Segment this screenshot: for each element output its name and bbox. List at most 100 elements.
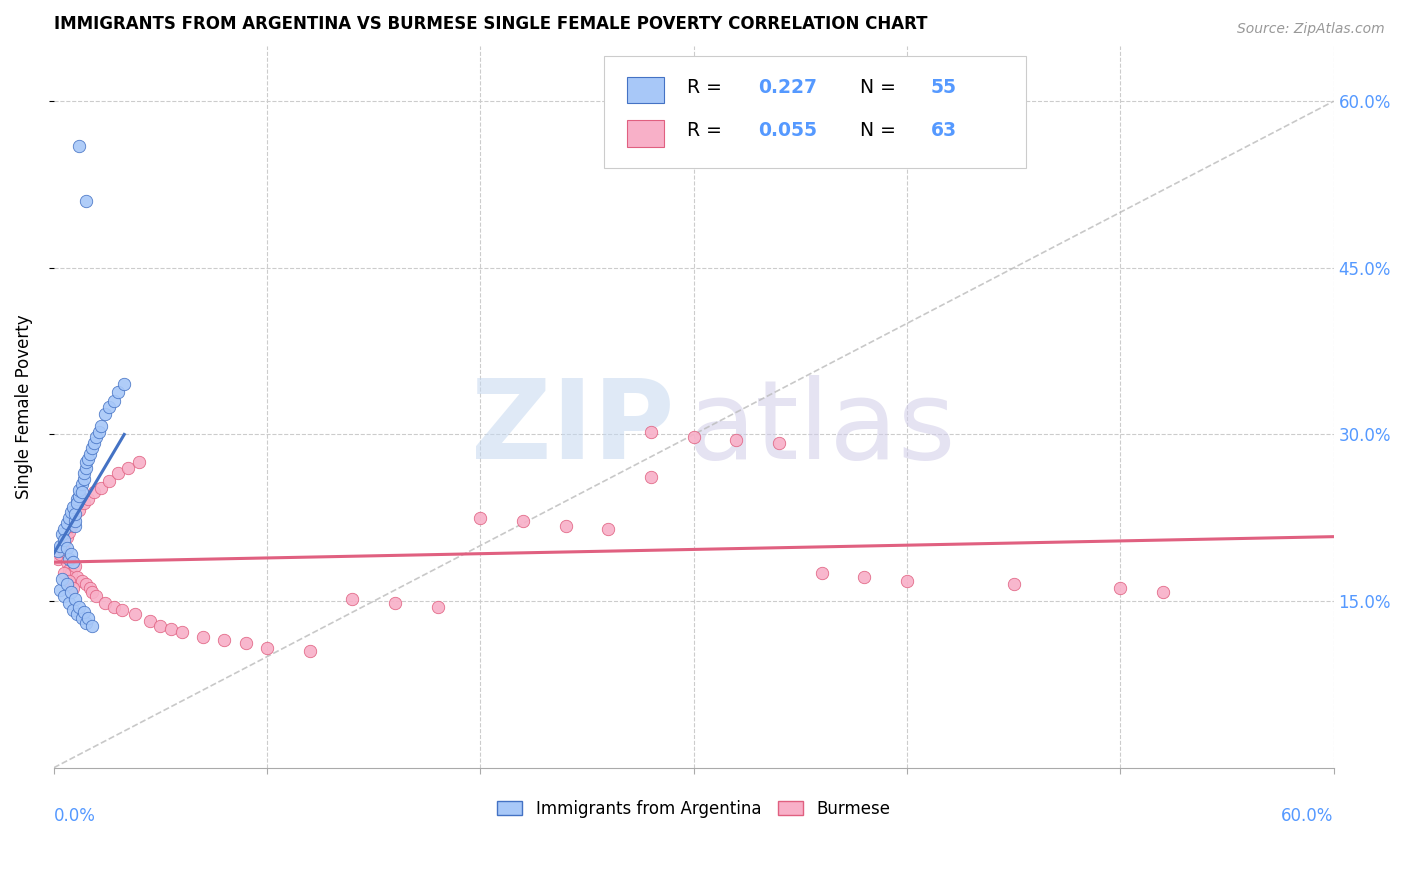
Point	[63, 591, 86, 606]
Point	[53, 544, 76, 558]
Point	[112, 377, 135, 392]
Point	[62, 500, 84, 514]
Text: Source: ZipAtlas.com: Source: ZipAtlas.com	[1237, 22, 1385, 37]
Point	[160, 622, 183, 636]
Point	[512, 514, 534, 528]
Point	[83, 485, 105, 500]
Point	[59, 518, 82, 533]
Point	[53, 566, 76, 581]
Point	[103, 599, 125, 614]
Point	[149, 618, 172, 632]
Point	[554, 518, 576, 533]
Point	[810, 566, 832, 581]
Point	[75, 460, 97, 475]
Text: 55: 55	[931, 78, 956, 97]
Point	[94, 596, 117, 610]
Point	[58, 525, 80, 540]
Point	[49, 539, 72, 553]
Point	[87, 425, 110, 440]
Point	[75, 616, 97, 631]
Point	[59, 585, 82, 599]
Point	[342, 591, 364, 606]
Point	[63, 514, 86, 528]
Point	[77, 451, 100, 466]
Text: 63: 63	[931, 121, 956, 140]
Point	[46, 544, 69, 558]
Point	[51, 572, 73, 586]
FancyBboxPatch shape	[627, 77, 664, 103]
Point	[107, 385, 129, 400]
Point	[107, 467, 129, 481]
Point	[98, 400, 121, 414]
Text: N =: N =	[860, 121, 903, 140]
Point	[75, 194, 97, 209]
Point	[896, 574, 918, 588]
FancyBboxPatch shape	[605, 56, 1026, 169]
Point	[59, 505, 82, 519]
Point	[73, 472, 96, 486]
Point	[67, 489, 90, 503]
Text: 60.0%: 60.0%	[1281, 807, 1334, 825]
Point	[82, 441, 104, 455]
Point	[1002, 577, 1025, 591]
Point	[103, 394, 125, 409]
Point	[298, 644, 321, 658]
Point	[256, 640, 278, 655]
Point	[58, 563, 80, 577]
Point	[94, 408, 117, 422]
Point	[55, 555, 77, 569]
Point	[90, 481, 112, 495]
Point	[598, 522, 620, 536]
Point	[86, 430, 108, 444]
Point	[117, 460, 139, 475]
Point	[66, 607, 89, 622]
Point	[70, 611, 93, 625]
Point	[73, 605, 96, 619]
Text: IMMIGRANTS FROM ARGENTINA VS BURMESE SINGLE FEMALE POVERTY CORRELATION CHART: IMMIGRANTS FROM ARGENTINA VS BURMESE SIN…	[53, 15, 928, 33]
Point	[58, 510, 80, 524]
Point	[1109, 581, 1132, 595]
Point	[67, 503, 90, 517]
Point	[75, 577, 97, 591]
Point	[124, 607, 146, 622]
Text: 0.0%: 0.0%	[53, 807, 96, 825]
Point	[384, 596, 406, 610]
Point	[55, 516, 77, 531]
Point	[73, 467, 96, 481]
Point	[63, 558, 86, 573]
Point	[77, 611, 100, 625]
Point	[77, 491, 100, 506]
Point	[55, 530, 77, 544]
Text: atlas: atlas	[688, 375, 956, 482]
Point	[59, 566, 82, 581]
Point	[768, 436, 790, 450]
Point	[73, 496, 96, 510]
Point	[86, 589, 108, 603]
Point	[63, 508, 86, 522]
Point	[62, 555, 84, 569]
Text: 0.227: 0.227	[758, 78, 817, 97]
Point	[1152, 585, 1174, 599]
Point	[53, 533, 76, 547]
Point	[49, 582, 72, 597]
Point	[70, 477, 93, 491]
Point	[67, 599, 90, 614]
Point	[46, 552, 69, 566]
Point	[139, 614, 162, 628]
Point	[59, 548, 82, 562]
Point	[62, 603, 84, 617]
Point	[66, 569, 89, 583]
Point	[53, 522, 76, 536]
Point	[51, 541, 73, 555]
Point	[725, 433, 748, 447]
Point	[53, 589, 76, 603]
Point	[82, 585, 104, 599]
Point	[66, 491, 89, 506]
Point	[58, 596, 80, 610]
Point	[426, 599, 449, 614]
Text: ZIP: ZIP	[471, 375, 675, 482]
Point	[51, 527, 73, 541]
Point	[62, 514, 84, 528]
Point	[214, 632, 236, 647]
Point	[70, 485, 93, 500]
